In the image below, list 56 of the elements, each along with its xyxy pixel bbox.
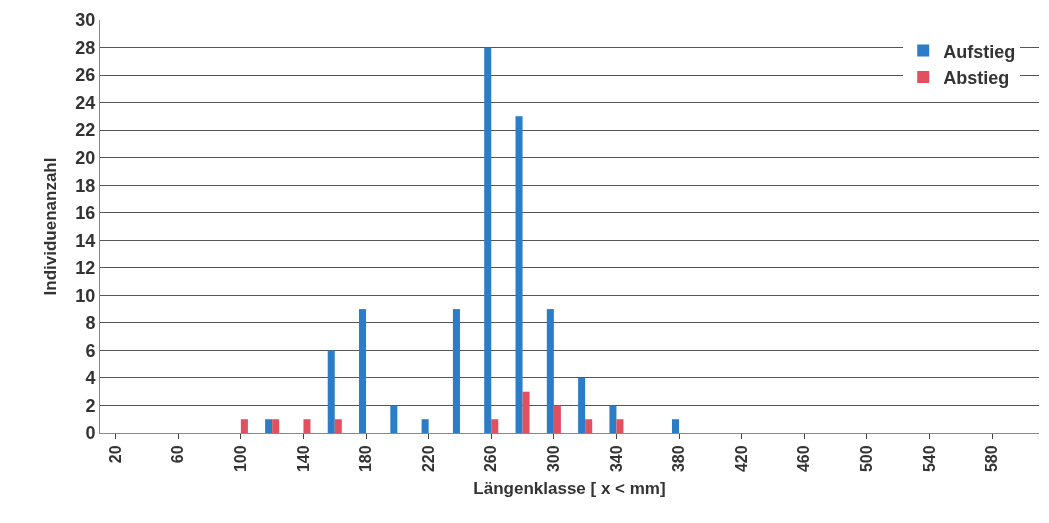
bar	[452, 309, 460, 433]
y-tick-label: 18	[75, 175, 96, 196]
bar	[578, 377, 586, 433]
x-tick-label: 540	[920, 445, 938, 473]
legend-label: Abstieg	[943, 68, 1010, 89]
x-tick-label: 180	[357, 445, 375, 473]
y-tick-label: 10	[75, 285, 96, 306]
x-tick-label: 460	[795, 445, 813, 473]
bar	[359, 309, 367, 433]
bar	[491, 419, 499, 433]
x-tick-label: 300	[545, 445, 563, 473]
x-tick-label: 100	[232, 445, 250, 473]
bar	[484, 47, 492, 433]
y-tick-label: 28	[75, 37, 96, 58]
y-tick-label: 4	[85, 368, 96, 389]
x-tick-label: 420	[732, 445, 750, 473]
y-tick-label: 26	[75, 65, 96, 86]
x-tick-label: 340	[607, 445, 625, 473]
y-tick-label: 14	[75, 230, 96, 251]
bar	[265, 419, 273, 433]
x-tick-label: 580	[983, 445, 1001, 473]
bar	[303, 419, 311, 433]
x-tick-label: 220	[419, 445, 437, 473]
y-tick-label: 24	[75, 92, 96, 113]
y-tick-label: 20	[75, 147, 96, 168]
x-tick-label: 260	[482, 445, 500, 473]
bar	[334, 419, 342, 433]
bar	[515, 116, 523, 433]
bar	[616, 419, 624, 433]
bar	[390, 405, 398, 433]
x-axis-title: Längenklasse [ x < mm]	[473, 479, 666, 498]
x-tick-label: 20	[106, 445, 124, 464]
x-tick-label: 140	[294, 445, 312, 473]
y-tick-label: 6	[85, 340, 96, 361]
y-tick-label: 12	[75, 258, 96, 279]
bar	[553, 405, 561, 433]
y-tick-label: 8	[85, 313, 96, 334]
bar	[272, 419, 280, 433]
y-axis-title: Individuenanzahl	[41, 157, 60, 296]
bar	[240, 419, 248, 433]
bar	[327, 350, 335, 433]
bar	[672, 419, 680, 433]
x-tick-label: 60	[169, 445, 187, 464]
x-tick-label: 380	[670, 445, 688, 473]
bar	[609, 405, 617, 433]
y-tick-label: 30	[75, 10, 96, 31]
y-tick-label: 16	[75, 203, 96, 224]
bar	[585, 419, 593, 433]
legend-label: Aufstieg	[943, 41, 1016, 62]
y-tick-label: 2	[85, 395, 96, 416]
x-tick-label: 500	[858, 445, 876, 473]
bar	[546, 309, 554, 433]
y-tick-label: 0	[85, 423, 96, 444]
bar	[421, 419, 429, 433]
y-tick-label: 22	[75, 120, 96, 141]
bar	[522, 391, 530, 433]
